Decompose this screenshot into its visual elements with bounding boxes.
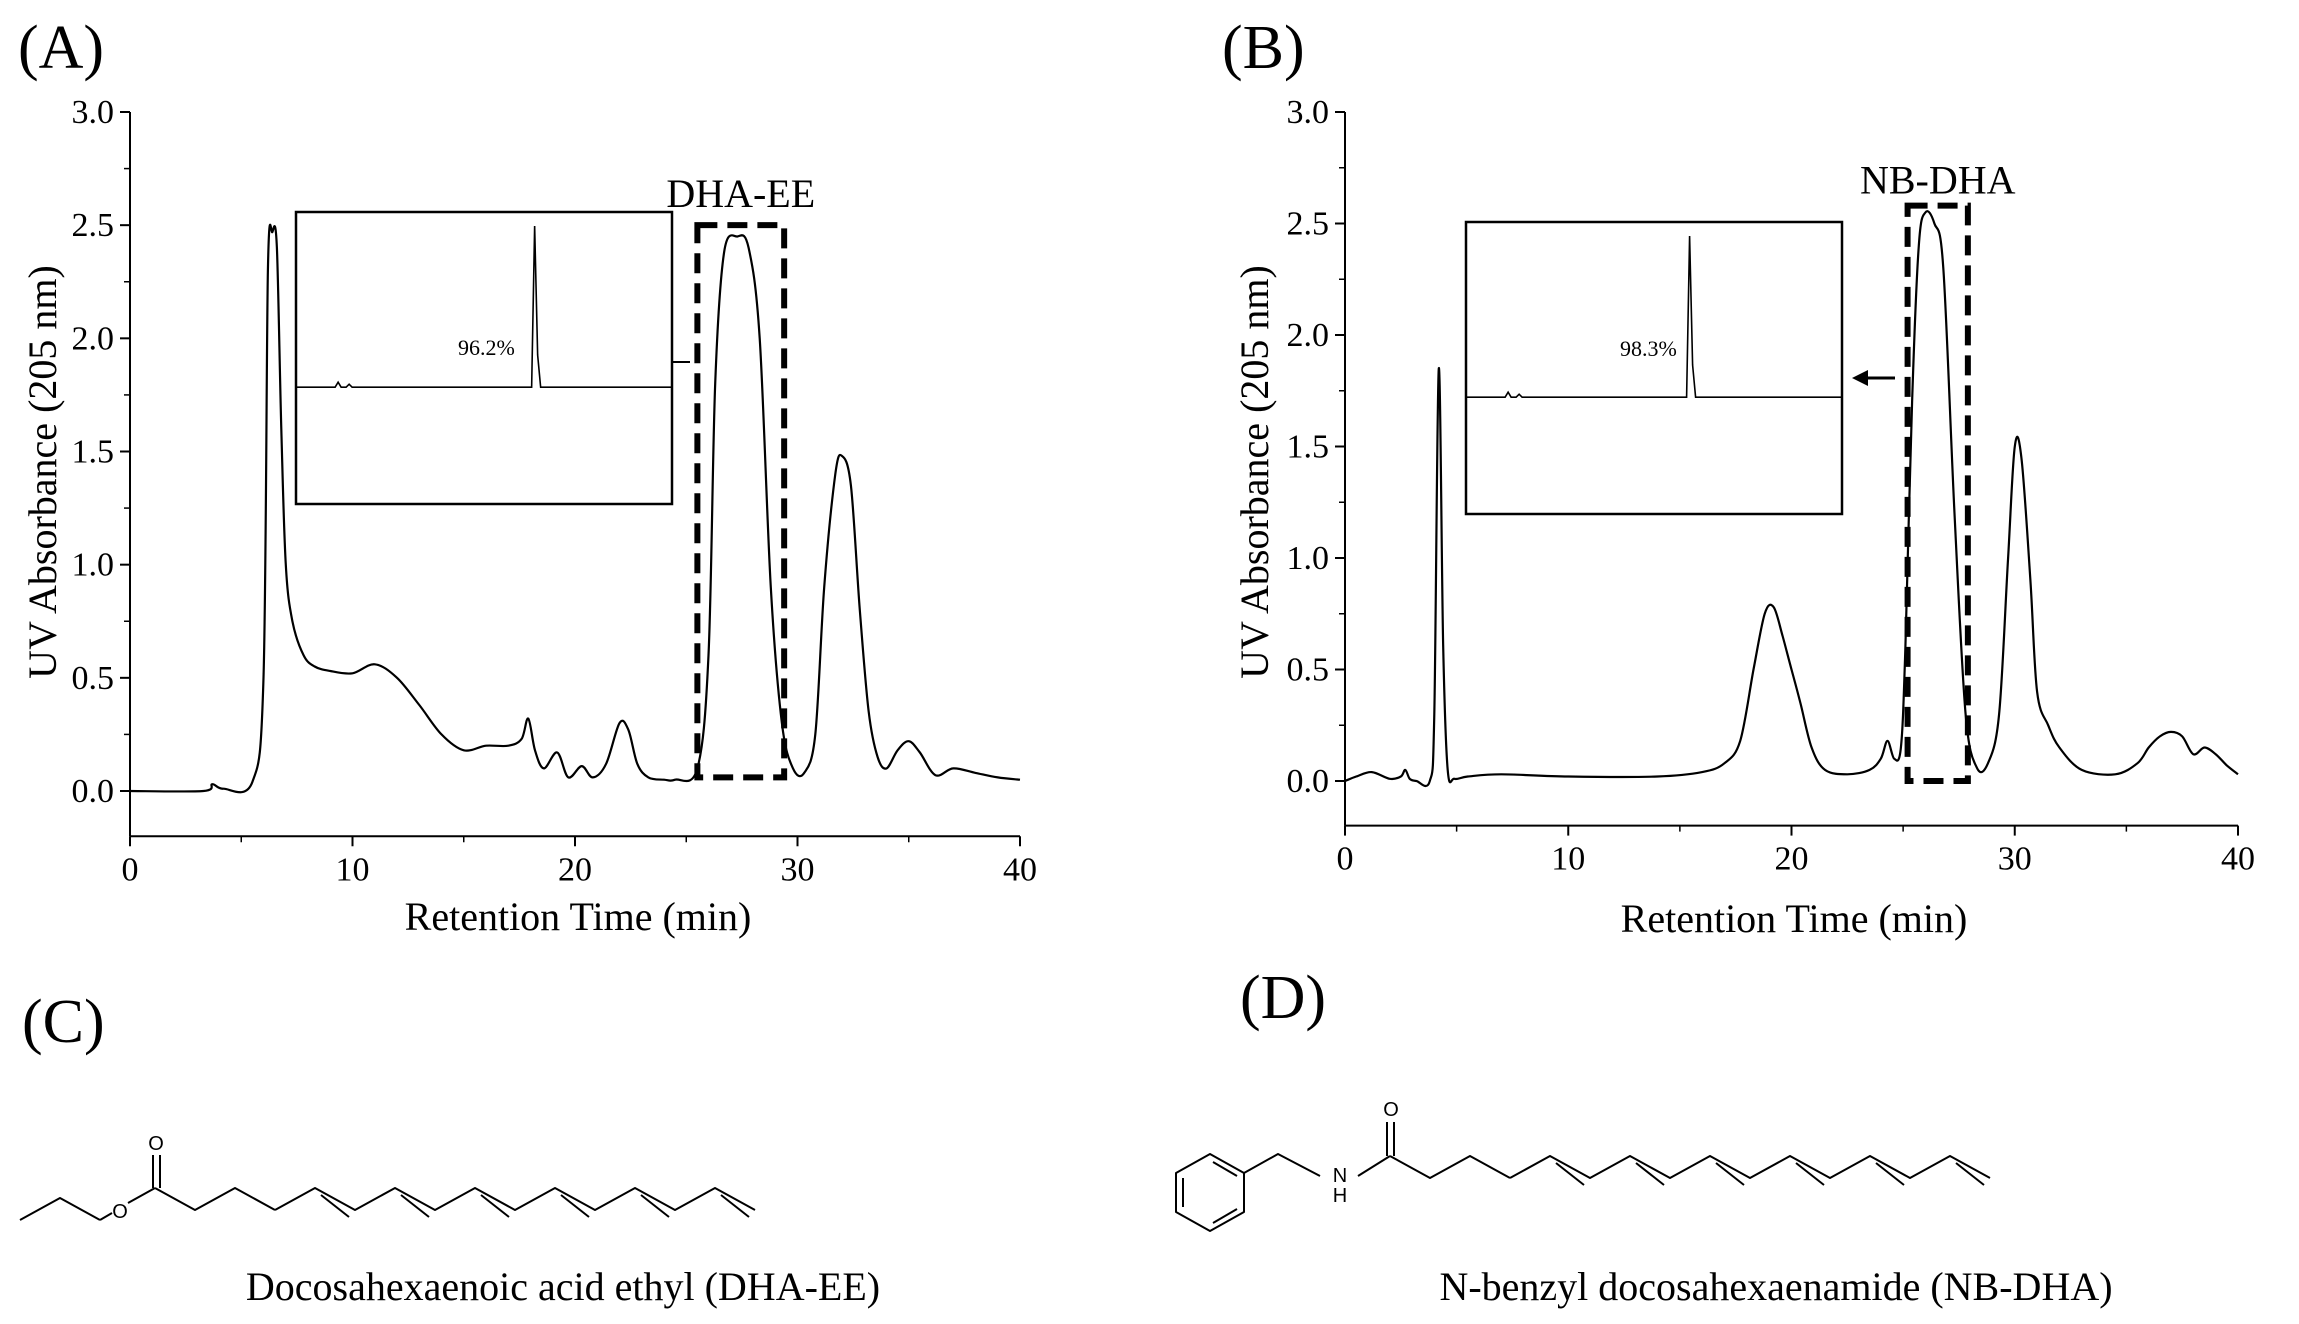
x-tick-label-a: 20 bbox=[558, 851, 592, 888]
x-tick-label-b: 0 bbox=[1337, 841, 1354, 878]
nitrogen-label: N bbox=[1333, 1165, 1347, 1187]
x-tick-label-b: 30 bbox=[1998, 841, 2032, 878]
y-axis-title-a: UV Absorbance (205 nm) bbox=[20, 265, 65, 679]
inset-a: 96.2% bbox=[294, 210, 674, 506]
cis-double-bond bbox=[480, 1194, 510, 1218]
structure-d: (D) N H O N-benzyl docosahexaenamide (NB… bbox=[1175, 964, 2113, 1309]
y-tick-label-a: 1.0 bbox=[72, 547, 115, 584]
chain-backbone bbox=[1509, 1155, 1991, 1179]
x-tick-label-b: 20 bbox=[1775, 841, 1809, 878]
cis-double-bond bbox=[1715, 1162, 1745, 1186]
x-tick-label-a: 30 bbox=[781, 851, 815, 888]
chromatogram-trace-a bbox=[129, 223, 1021, 794]
x-tick-label-b: 40 bbox=[2221, 841, 2255, 878]
y-tick-label-b: 2.0 bbox=[1287, 317, 1330, 354]
benzyl-linker bbox=[1243, 1153, 1321, 1177]
ring-double-bond-2 bbox=[1212, 1161, 1238, 1177]
cis-double-bond bbox=[1555, 1162, 1585, 1186]
y-tick-label-a: 1.5 bbox=[72, 434, 115, 471]
arrow-head-b bbox=[1852, 370, 1868, 386]
y-axis-title-b: UV Absorbance (205 nm) bbox=[1232, 265, 1277, 679]
carbonyl-oxygen-label-c: O bbox=[148, 1133, 164, 1155]
chart-a: (A) 0 10 20 30 40 0.0 0.5 1.0 1.5 2.0 2.5 3.0 DHA-E… bbox=[18, 14, 1037, 939]
carbonyl-oxygen-label-d: O bbox=[1383, 1099, 1399, 1121]
cis-double-bond bbox=[1795, 1162, 1825, 1186]
amide-bond bbox=[1357, 1155, 1391, 1177]
cis-double-bond bbox=[720, 1194, 750, 1218]
y-tick-label-a: 2.0 bbox=[72, 320, 115, 357]
cis-double-bond bbox=[1635, 1162, 1665, 1186]
x-tick-label-a: 10 bbox=[336, 851, 370, 888]
polyene-chain-d bbox=[1509, 1155, 1991, 1186]
y-tick-label-b: 1.0 bbox=[1287, 540, 1330, 577]
y-tick-label-b: 2.5 bbox=[1287, 206, 1330, 243]
inset-purity-b: 98.3% bbox=[1620, 336, 1677, 361]
x-tick-label-a: 0 bbox=[122, 851, 139, 888]
x-axis-title-b: Retention Time (min) bbox=[1621, 896, 1968, 941]
panel-label-d: (D) bbox=[1240, 964, 1326, 1032]
cis-double-bond bbox=[560, 1194, 590, 1218]
ring-double-bond-3 bbox=[1212, 1208, 1238, 1224]
y-tick-label-b: 0.0 bbox=[1287, 763, 1330, 800]
y-tick-label-a: 3.0 bbox=[72, 94, 115, 131]
dha-ee-skeleton bbox=[19, 1155, 756, 1221]
inset-purity-a: 96.2% bbox=[458, 335, 515, 360]
caption-c: Docosahexaenoic acid ethyl (DHA-EE) bbox=[246, 1264, 880, 1309]
chromatogram-trace-b bbox=[1344, 210, 2239, 788]
cis-double-bond bbox=[1955, 1162, 1985, 1186]
ester-bond-right bbox=[127, 1187, 156, 1204]
chart-b: (B) 0 10 20 30 40 0.0 0.5 1.0 1.5 2.0 2.5 3.0 NB-DH… bbox=[1222, 14, 2255, 941]
panel-label-b: (B) bbox=[1222, 14, 1305, 82]
inset-trace-a bbox=[296, 225, 672, 388]
y-tick-label-a: 2.5 bbox=[72, 207, 115, 244]
ticks-a: 0 10 20 30 40 0.0 0.5 1.0 1.5 2.0 2.5 3.0 bbox=[72, 94, 1038, 888]
y-tick-label-b: 0.5 bbox=[1287, 652, 1330, 689]
panel-label-c: (C) bbox=[22, 988, 105, 1056]
ester-bond-left bbox=[99, 1212, 113, 1221]
collection-window-a bbox=[694, 222, 788, 781]
chain-backbone bbox=[274, 1187, 756, 1211]
inset-frame-a bbox=[294, 210, 674, 506]
polyene-chain-c bbox=[274, 1187, 756, 1218]
peak-label-b: NB-DHA bbox=[1860, 158, 2016, 203]
cis-double-bond bbox=[400, 1194, 430, 1218]
structure-c: (C) O O Docosahexaenoic acid ethyl (DHA-… bbox=[19, 988, 880, 1309]
y-tick-label-a: 0.0 bbox=[72, 773, 115, 810]
inset-arrow-b bbox=[1852, 370, 1895, 386]
y-tick-label-a: 0.5 bbox=[72, 660, 115, 697]
ester-oxygen-label: O bbox=[112, 1201, 128, 1223]
acyl-chain-start bbox=[154, 1187, 276, 1211]
cis-double-bond bbox=[1875, 1162, 1905, 1186]
panel-label-a: (A) bbox=[18, 14, 104, 82]
x-tick-label-b: 10 bbox=[1551, 841, 1585, 878]
inset-trace-b bbox=[1466, 235, 1842, 398]
caption-d: N-benzyl docosahexaenamide (NB-DHA) bbox=[1439, 1264, 2112, 1309]
ethyl-chain bbox=[19, 1197, 101, 1221]
x-tick-label-a: 40 bbox=[1003, 851, 1037, 888]
acyl-chain-start-d bbox=[1389, 1155, 1511, 1179]
inset-b: 98.3% bbox=[1464, 220, 1844, 516]
y-tick-label-b: 3.0 bbox=[1287, 94, 1330, 131]
inset-frame-b bbox=[1464, 220, 1844, 516]
ticks-b: 0 10 20 30 40 0.0 0.5 1.0 1.5 2.0 2.5 3.0 bbox=[1287, 94, 2256, 878]
nb-dha-skeleton bbox=[1175, 1122, 1991, 1232]
amide-hydrogen-label: H bbox=[1333, 1185, 1347, 1207]
collection-window-b bbox=[1904, 202, 1971, 785]
y-tick-label-b: 1.5 bbox=[1287, 429, 1330, 466]
x-axis-title-a: Retention Time (min) bbox=[405, 894, 752, 939]
cis-double-bond bbox=[320, 1194, 350, 1218]
peak-label-a: DHA-EE bbox=[666, 171, 815, 216]
cis-double-bond bbox=[640, 1194, 670, 1218]
benzene-ring bbox=[1175, 1153, 1245, 1232]
